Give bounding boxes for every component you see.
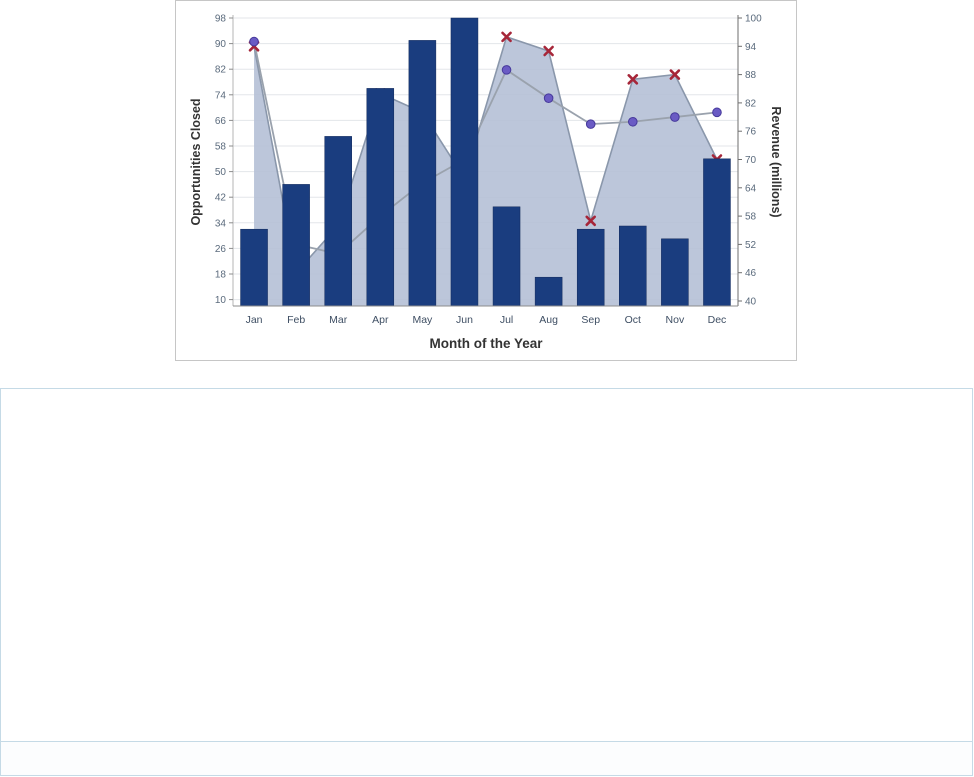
month-label-May: May — [412, 314, 433, 326]
bar-Apr[interactable] — [366, 88, 395, 307]
line-dot-marker-Dec[interactable] — [712, 107, 722, 118]
left-tick-label: 66 — [215, 116, 227, 127]
area-x-marker-Aug[interactable] — [543, 45, 554, 57]
left-tick-label: 26 — [215, 244, 227, 255]
bar-Aug[interactable] — [534, 276, 563, 307]
report-body-panel — [0, 388, 973, 742]
line-dot-marker-Oct[interactable] — [627, 116, 638, 127]
left-tick-label: 10 — [215, 295, 227, 306]
month-label-Mar: Mar — [329, 314, 348, 326]
right-tick-label: 94 — [745, 42, 757, 53]
bar-Jul[interactable] — [492, 206, 521, 307]
month-label-Jan: Jan — [246, 314, 263, 326]
bar-Jan[interactable] — [240, 228, 268, 307]
right-tick-label: 64 — [745, 183, 757, 194]
right-tick-label: 40 — [745, 297, 757, 308]
month-label-Oct: Oct — [625, 314, 641, 326]
bar-Oct[interactable] — [619, 225, 647, 307]
combo-chart: 98 90 82 74 66 58 50 42 34 26 18 10 100 94 88 82 76 70 64 5… — [215, 14, 762, 327]
area-x-marker-Jul[interactable] — [501, 31, 512, 43]
line-dot-marker-Nov[interactable] — [670, 112, 680, 122]
month-label-Nov: Nov — [666, 314, 685, 326]
left-tick-label: 50 — [215, 167, 227, 178]
left-tick-label: 18 — [215, 270, 227, 281]
left-tick-label: 98 — [215, 14, 227, 25]
area-x-marker-Nov[interactable] — [669, 69, 681, 80]
bar-Jun[interactable] — [450, 17, 479, 307]
right-tick-label: 76 — [745, 127, 757, 138]
bar-Dec[interactable] — [703, 158, 731, 307]
month-label-Jul: Jul — [500, 314, 513, 326]
line-dot-marker-Jan[interactable] — [249, 36, 259, 47]
month-label-Aug: Aug — [539, 314, 558, 326]
right-tick-label: 100 — [745, 14, 762, 25]
left-tick-label: 58 — [215, 142, 227, 153]
right-tick-label: 58 — [745, 212, 757, 223]
line-dot-marker-Aug[interactable] — [543, 93, 554, 103]
line-dot-marker-Jul[interactable] — [501, 65, 512, 75]
month-label-Jun: Jun — [456, 314, 473, 326]
chart-panel: 98 90 82 74 66 58 50 42 34 26 18 10 100 94 88 82 76 70 64 5… — [175, 0, 797, 361]
bar-May[interactable] — [408, 40, 437, 307]
bar-Mar[interactable] — [324, 136, 352, 307]
footer-panel — [0, 741, 973, 776]
left-tick-label: 90 — [215, 39, 227, 50]
bar-Sep[interactable] — [576, 228, 605, 307]
bar-Feb[interactable] — [282, 184, 310, 307]
left-tick-label: 74 — [215, 90, 227, 101]
area-x-marker-Sep[interactable] — [585, 215, 597, 227]
left-tick-label: 34 — [215, 218, 227, 229]
month-label-Apr: Apr — [372, 314, 389, 326]
right-tick-label: 70 — [745, 155, 757, 166]
right-tick-label: 88 — [745, 70, 757, 81]
area-x-marker-Oct[interactable] — [627, 74, 639, 85]
left-tick-label: 82 — [215, 65, 227, 76]
month-label-Sep: Sep — [581, 314, 600, 326]
line-dot-marker-Sep[interactable] — [585, 119, 596, 129]
right-tick-label: 46 — [745, 268, 757, 279]
right-tick-label: 52 — [745, 240, 757, 251]
month-label-Feb: Feb — [287, 314, 305, 326]
month-label-Dec: Dec — [708, 314, 727, 326]
right-tick-label: 82 — [745, 98, 757, 109]
left-tick-label: 42 — [215, 193, 227, 204]
bar-Nov[interactable] — [661, 238, 689, 307]
